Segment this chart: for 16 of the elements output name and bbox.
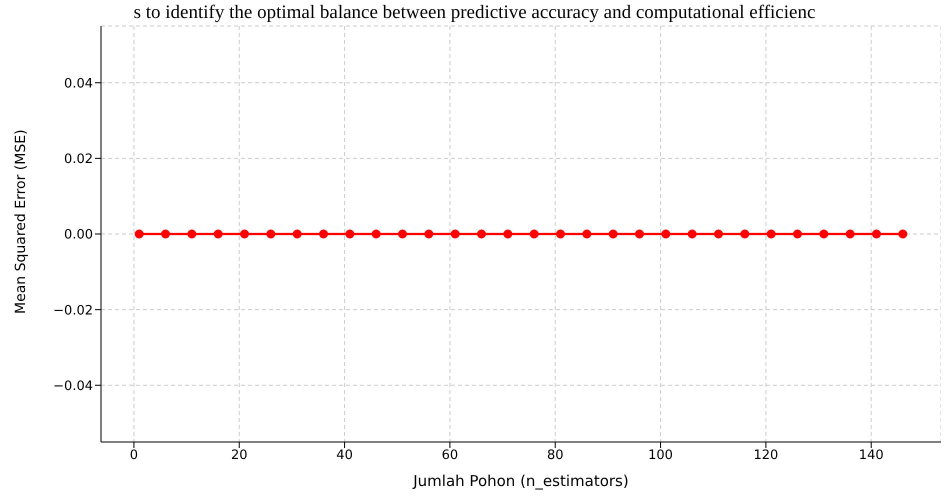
x-tick-label: 40 bbox=[336, 448, 353, 464]
y-tick-label: −0.04 bbox=[53, 378, 93, 394]
x-tick-label: 0 bbox=[130, 448, 138, 464]
y-tick-label: 0.00 bbox=[64, 228, 93, 243]
y-tick-label: 0.02 bbox=[64, 152, 93, 167]
y-tick-label: 0.04 bbox=[64, 76, 93, 92]
x-tick-label: 80 bbox=[546, 448, 564, 464]
x-tick-label: 20 bbox=[230, 448, 248, 464]
x-tick-label: 100 bbox=[648, 448, 673, 464]
x-tick-label: 120 bbox=[753, 448, 778, 464]
text: s to identify the optimal balance between predictive accuracy and computational efficienc bbox=[132, 2, 816, 24]
y-axis-title: Mean Squared Error (MSE) bbox=[12, 129, 29, 314]
y-tick-label: −0.02 bbox=[53, 303, 93, 318]
x-axis-title: Jumlah Pohon (n_estimators) bbox=[412, 472, 629, 490]
x-tick-label: 140 bbox=[858, 448, 884, 464]
x-tick-label: 60 bbox=[442, 448, 458, 464]
